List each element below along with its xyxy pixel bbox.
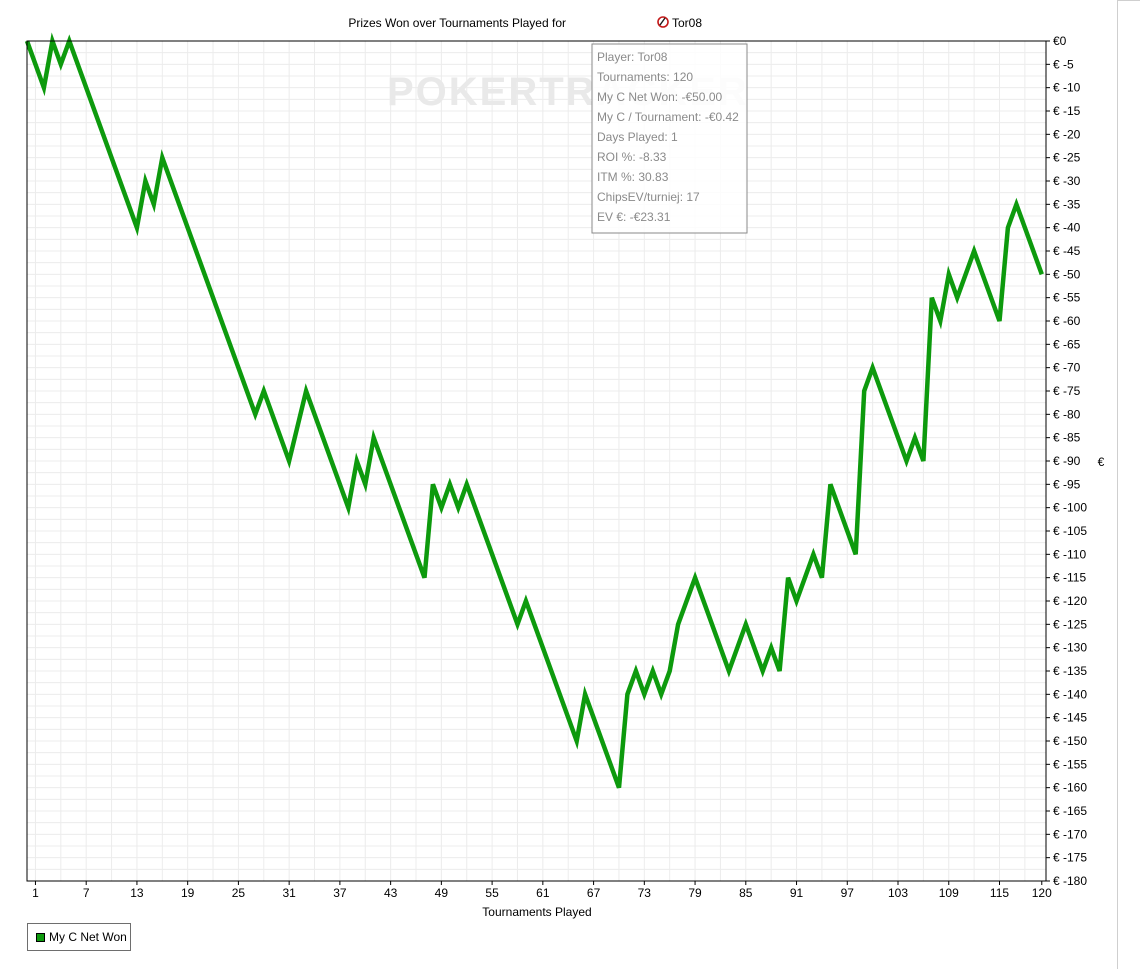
y-tick-label: € -20 — [1053, 127, 1081, 141]
legend: My C Net Won — [27, 923, 131, 951]
y-tick-label: € -35 — [1053, 197, 1081, 211]
y-tick-label: € -45 — [1053, 244, 1081, 258]
x-tick-label: 73 — [638, 886, 652, 900]
player-stats-box: Player: Tor08 Tournaments: 120 My C Net Wo… — [591, 43, 748, 234]
x-tick-label: 19 — [181, 886, 195, 900]
y-tick-label: € -160 — [1053, 781, 1087, 795]
x-tick-label: 85 — [739, 886, 753, 900]
legend-label: My C Net Won — [49, 930, 127, 944]
x-tick-label: 120 — [1032, 886, 1052, 900]
y-tick-label: € -135 — [1053, 664, 1087, 678]
y-axis-title: € — [1098, 455, 1105, 469]
series-line — [24, 32, 1044, 789]
y-tick-label: € -55 — [1053, 291, 1081, 305]
x-tick-label: 79 — [688, 886, 702, 900]
grid — [27, 40, 1046, 882]
x-tick-label: 67 — [587, 886, 601, 900]
y-tick-label: € -115 — [1053, 571, 1086, 585]
x-axis-ticks: 1 7 13 19 25 31 37 43 49 55 61 67 73 79 85 91 97 103 109 11… — [32, 881, 1052, 900]
player-stat-line: ROI %: -8.33 — [597, 150, 667, 164]
y-tick-label: € -90 — [1053, 454, 1081, 468]
x-tick-label: 103 — [888, 886, 908, 900]
y-tick-label: € -100 — [1053, 501, 1087, 515]
y-tick-label: € -30 — [1053, 174, 1081, 188]
y-tick-label: € -180 — [1053, 874, 1087, 888]
player-stat-line: ChipsEV/turniej: 17 — [597, 190, 700, 204]
x-tick-label: 49 — [435, 886, 449, 900]
player-stat-line: Tournaments: 120 — [597, 70, 693, 84]
y-tick-label: € -40 — [1053, 221, 1081, 235]
x-tick-label: 43 — [384, 886, 398, 900]
chart-title: Prizes Won over Tournaments Played for — [348, 16, 566, 30]
y-tick-label: € -155 — [1053, 757, 1087, 771]
y-tick-label: € -5 — [1053, 57, 1074, 71]
window-top-border — [1118, 0, 1140, 1]
y-tick-label: € -75 — [1053, 384, 1081, 398]
y-tick-label: € -140 — [1053, 687, 1087, 701]
y-tick-label: € -85 — [1053, 431, 1081, 445]
legend-swatch — [36, 932, 45, 942]
y-tick-label: € -60 — [1053, 314, 1081, 328]
y-tick-label: € -175 — [1053, 851, 1087, 865]
x-tick-label: 25 — [232, 886, 246, 900]
x-tick-label: 7 — [83, 886, 90, 900]
y-tick-label: € -105 — [1053, 524, 1087, 538]
y-tick-label: € -170 — [1053, 827, 1087, 841]
player-stat-line: My C / Tournament: -€0.42 — [597, 110, 739, 124]
window-right-border — [1117, 0, 1118, 969]
y-tick-label: € -50 — [1053, 267, 1081, 281]
x-tick-label: 31 — [282, 886, 296, 900]
x-tick-label: 91 — [790, 886, 804, 900]
poker-site-logo-icon — [657, 16, 669, 28]
x-tick-label: 37 — [333, 886, 347, 900]
x-tick-label: 55 — [485, 886, 499, 900]
y-tick-label: € -125 — [1053, 617, 1087, 631]
y-tick-label: € -25 — [1053, 151, 1081, 165]
y-tick-label: € -120 — [1053, 594, 1087, 608]
y-axis-ticks: €0 € -5 € -10 € -15 € -20 € -25 € -30 € -35 € -4… — [1046, 34, 1087, 888]
y-tick-label: € -145 — [1053, 711, 1087, 725]
y-tick-label: € -10 — [1053, 81, 1081, 95]
y-tick-label: € -15 — [1053, 104, 1081, 118]
x-tick-label: 61 — [536, 886, 550, 900]
y-tick-label: €0 — [1053, 34, 1067, 48]
y-tick-label: € -70 — [1053, 361, 1081, 375]
player-stat-line: Player: Tor08 — [597, 50, 668, 64]
y-tick-label: € -65 — [1053, 337, 1081, 351]
player-stat-line: EV €: -€23.31 — [597, 210, 671, 224]
x-tick-label: 115 — [990, 886, 1009, 900]
player-stat-line: My C Net Won: -€50.00 — [597, 90, 722, 104]
chart-title-player: Tor08 — [672, 16, 702, 30]
player-stat-line: Days Played: 1 — [597, 130, 678, 144]
player-stats-box-frame — [591, 43, 748, 234]
y-tick-label: € -130 — [1053, 641, 1087, 655]
y-tick-label: € -80 — [1053, 407, 1081, 421]
y-tick-label: € -150 — [1053, 734, 1087, 748]
y-tick-label: € -110 — [1053, 547, 1086, 561]
x-tick-label: 97 — [841, 886, 855, 900]
chart-title-group: Prizes Won over Tournaments Played for T… — [348, 16, 702, 30]
x-tick-label: 109 — [939, 886, 959, 900]
y-tick-label: € -165 — [1053, 804, 1087, 818]
x-tick-label: 1 — [32, 886, 39, 900]
x-tick-label: 13 — [130, 886, 144, 900]
player-stat-line: ITM %: 30.83 — [597, 170, 669, 184]
series-group — [24, 32, 1044, 789]
x-axis-title: Tournaments Played — [482, 905, 591, 919]
y-tick-label: € -95 — [1053, 477, 1081, 491]
